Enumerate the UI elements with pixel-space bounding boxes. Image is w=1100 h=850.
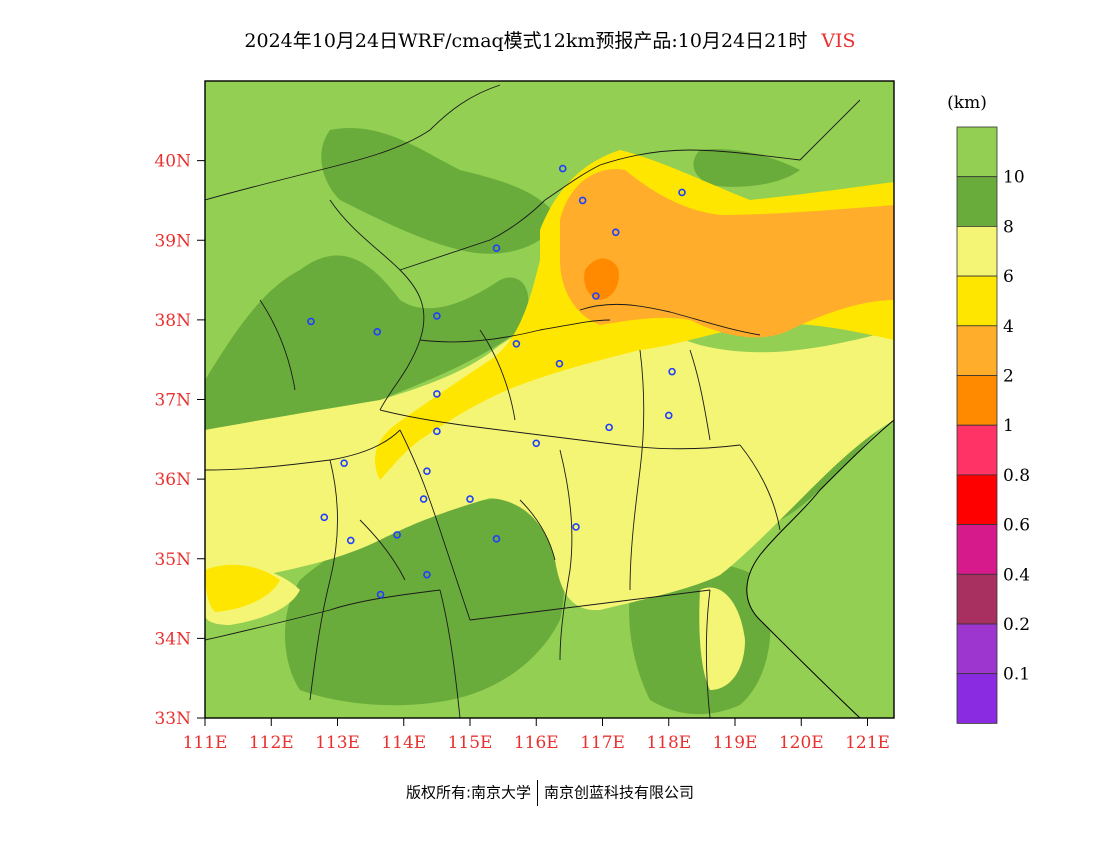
lat-tick-label: 38N	[154, 311, 191, 331]
city-marker	[433, 312, 441, 320]
title-variable: VIS	[821, 30, 856, 52]
city-marker	[346, 536, 355, 545]
lon-tick-label: 113E	[315, 733, 360, 753]
field-6-8-central	[205, 311, 894, 611]
lat-tick-label: 39N	[154, 231, 191, 251]
city-marker	[423, 570, 431, 579]
lon-tick-label: 118E	[646, 733, 691, 753]
city-marker	[373, 328, 382, 336]
lon-tick-label: 121E	[845, 733, 890, 753]
city-marker	[572, 523, 580, 531]
city-marker	[466, 495, 474, 503]
city-marker	[664, 411, 673, 420]
copyright-footer: 版权所有:南京大学 南京创蓝科技有限公司	[0, 780, 1100, 806]
colorbar-label: 10	[1003, 168, 1025, 188]
lat-tick-label: 36N	[154, 470, 191, 490]
city-markers	[307, 164, 686, 599]
city-marker	[512, 339, 521, 348]
colorbar-segment	[956, 673, 998, 724]
city-marker	[578, 196, 587, 205]
colorbar-segment	[956, 225, 998, 277]
colorbar-segment	[956, 524, 998, 575]
city-marker	[340, 459, 348, 468]
city-marker	[611, 228, 620, 237]
coastline	[746, 419, 895, 719]
field-4-6-west-band	[205, 564, 280, 612]
city-marker	[376, 590, 385, 599]
city-marker	[592, 292, 600, 300]
footer-separator	[537, 780, 539, 806]
colorbar-label: 0.6	[1003, 516, 1030, 536]
city-marker	[433, 390, 441, 398]
colorbar-segment	[956, 275, 998, 327]
lat-tick-label: 35N	[154, 550, 191, 570]
city-marker	[393, 531, 401, 539]
field-8-10-west	[205, 255, 529, 430]
admin-boundaries	[205, 84, 861, 718]
lon-tick-label: 115E	[448, 733, 493, 753]
city-marker	[678, 188, 686, 197]
field-6-8-south-strip	[699, 587, 745, 690]
colorbar-label: 6	[1003, 267, 1014, 287]
colorbar-label: 8	[1003, 217, 1014, 237]
colorbar-segment	[956, 623, 998, 675]
city-marker	[320, 513, 329, 522]
lon-tick-label: 111E	[183, 733, 228, 753]
colorbar-label: 0.1	[1003, 665, 1030, 685]
colorbar: 10 8 6 4 2 1 0.8 0.6 0.4 0.2 0.1	[956, 126, 1030, 724]
city-marker	[605, 423, 613, 432]
city-marker	[492, 244, 501, 253]
lon-tick-label: 112E	[249, 733, 294, 753]
copyright-right: 南京创蓝科技有限公司	[544, 783, 695, 802]
lon-tick-label: 119E	[713, 733, 758, 753]
colorbar-label: 1	[1003, 416, 1014, 436]
longitude-axis: 111E 112E 113E 114E 115E 116E 117E 118E 119E 120E…	[183, 718, 890, 753]
field-8-10-north	[321, 128, 560, 254]
colorbar-segment	[956, 375, 998, 426]
field-1-2-pocket	[584, 258, 619, 300]
colorbar-segment	[956, 424, 998, 476]
city-marker	[555, 359, 564, 368]
colorbar-segment	[956, 126, 998, 178]
colorbar-label: 4	[1003, 317, 1014, 337]
lon-tick-label: 120E	[779, 733, 824, 753]
copyright-left: 版权所有:南京大学	[405, 783, 532, 802]
lat-tick-label: 34N	[154, 629, 191, 649]
city-marker	[558, 164, 567, 173]
colorbar-segment	[956, 474, 998, 525]
colorbar-label: 2	[1003, 367, 1014, 387]
colorbar-label: 0.4	[1003, 565, 1030, 585]
chart-title: 2024年10月24日WRF/cmaq模式12km预报产品:10月24日21时 V…	[0, 26, 1100, 53]
lat-tick-label: 40N	[154, 152, 191, 172]
lon-tick-label: 114E	[381, 733, 426, 753]
colorbar-segment	[956, 573, 998, 625]
city-marker	[668, 367, 676, 376]
lat-tick-label: 33N	[154, 709, 191, 729]
colorbar-unit: (km)	[947, 93, 987, 113]
lat-tick-label: 37N	[154, 391, 191, 411]
colorbar-segment	[956, 176, 998, 227]
title-text: 2024年10月24日WRF/cmaq模式12km预报产品:10月24日21时	[244, 30, 808, 52]
city-marker	[492, 535, 501, 543]
colorbar-label: 0.8	[1003, 466, 1030, 486]
lon-tick-label: 117E	[580, 733, 625, 753]
city-marker	[423, 467, 431, 475]
latitude-axis: 40N 39N 38N 37N 36N 35N 34N 33N	[154, 152, 205, 729]
field-8-10-northeast	[693, 149, 800, 187]
city-marker	[419, 495, 428, 503]
colorbar-segment	[956, 325, 998, 376]
field-2-4-northeast	[560, 169, 894, 338]
colorbar-label: 0.2	[1003, 615, 1030, 635]
city-marker	[433, 427, 441, 436]
lon-tick-label: 116E	[514, 733, 559, 753]
city-marker	[307, 317, 315, 326]
city-marker	[532, 439, 541, 448]
